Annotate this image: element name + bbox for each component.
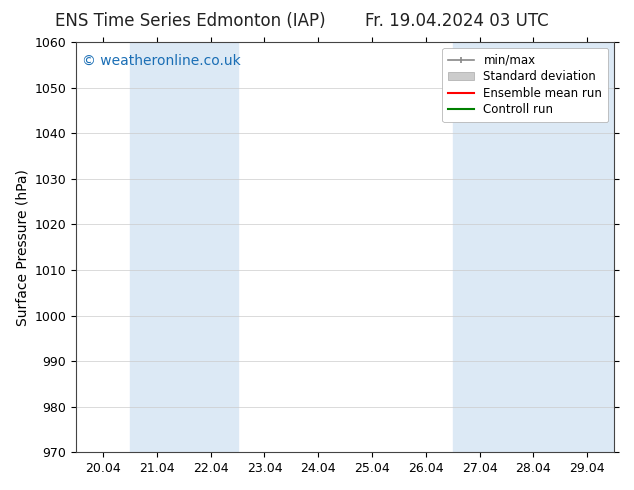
Text: Fr. 19.04.2024 03 UTC: Fr. 19.04.2024 03 UTC — [365, 12, 548, 30]
Bar — [560, 42, 614, 452]
Bar — [130, 42, 238, 452]
Bar — [453, 42, 560, 452]
Legend: min/max, Standard deviation, Ensemble mean run, Controll run: min/max, Standard deviation, Ensemble me… — [442, 48, 608, 122]
Y-axis label: Surface Pressure (hPa): Surface Pressure (hPa) — [15, 169, 29, 325]
Text: © weatheronline.co.uk: © weatheronline.co.uk — [82, 54, 240, 69]
Text: ENS Time Series Edmonton (IAP): ENS Time Series Edmonton (IAP) — [55, 12, 325, 30]
